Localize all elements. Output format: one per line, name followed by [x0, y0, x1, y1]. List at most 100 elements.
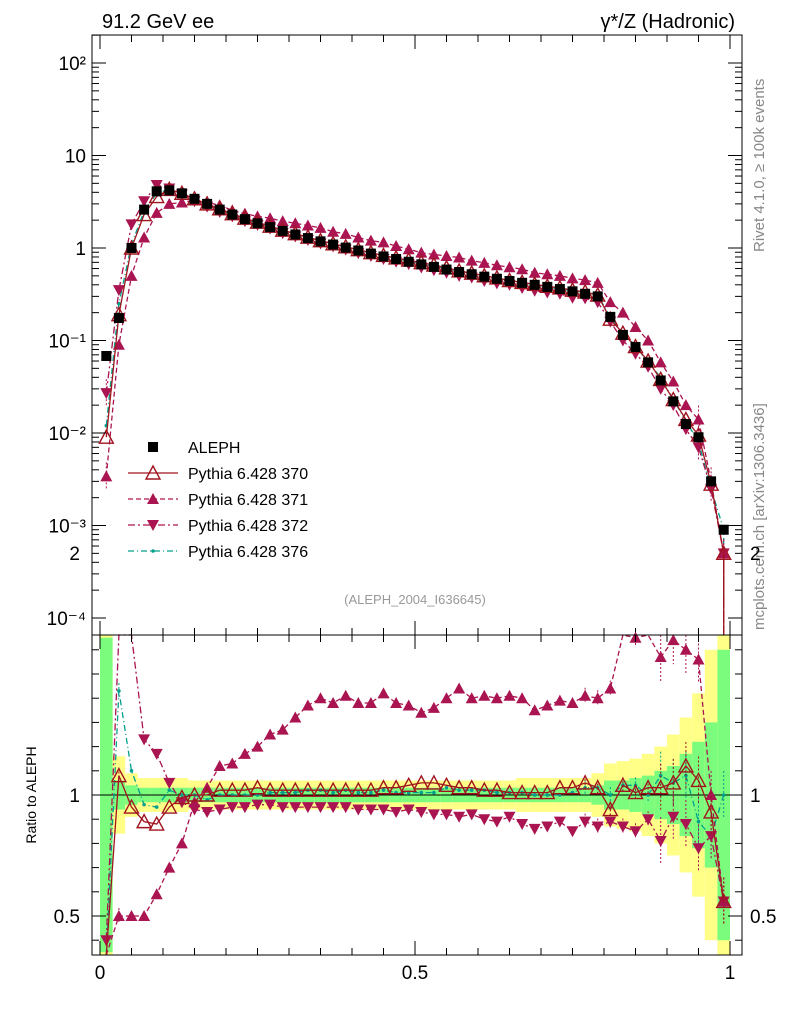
ratio-y-tick-label: 2 — [69, 544, 80, 565]
main-point — [654, 356, 667, 368]
ratio-point — [658, 773, 663, 778]
ratio-point — [440, 692, 453, 704]
ratio-point — [490, 816, 503, 828]
main-point — [100, 470, 113, 482]
main-plot-panel: 10⁻⁴ 10⁻³ 10⁻² 10⁻¹ 1 10 10² (ALEPH_2004_I6366… — [47, 34, 743, 636]
main-point — [189, 193, 200, 204]
ratio-y-tick-label-right: 2 — [750, 544, 761, 565]
ratio-point — [639, 779, 657, 795]
main-point — [642, 334, 655, 346]
main-point — [643, 357, 654, 368]
main-point — [150, 206, 163, 218]
main-point — [126, 243, 137, 253]
main-point — [553, 269, 566, 281]
main-y-tick-label: 10⁻² — [49, 424, 87, 445]
main-point — [301, 219, 314, 231]
ratio-point — [541, 699, 554, 711]
ratio-line — [105, 634, 725, 956]
main-line — [105, 188, 725, 635]
main-point — [101, 350, 112, 361]
ratio-point — [608, 793, 613, 797]
main-point — [706, 476, 717, 487]
main-point — [315, 236, 326, 247]
ratio-point — [677, 757, 695, 773]
main-point — [265, 222, 276, 233]
main-point — [630, 342, 641, 353]
ratio-point — [352, 697, 365, 709]
main-point — [327, 225, 340, 237]
x-axis: 0 0.5 1 — [95, 635, 735, 984]
ratio-series-pythia-6-428-371 — [105, 631, 730, 956]
ratio-point — [427, 809, 440, 821]
ratio-point — [463, 779, 480, 795]
main-y-tick-label: 10⁻¹ — [49, 332, 87, 353]
main-point — [567, 286, 578, 297]
main-point — [239, 214, 250, 225]
ratio-point — [314, 802, 327, 814]
ratio-point — [438, 776, 455, 793]
main-point — [693, 432, 704, 443]
legend-label: Pythia 6.428 376 — [188, 544, 308, 561]
ratio-point — [453, 811, 466, 823]
main-point — [466, 269, 477, 280]
ratio-point — [211, 781, 228, 797]
ratio-point — [532, 793, 537, 797]
main-point — [302, 233, 313, 244]
ratio-point — [692, 653, 705, 665]
ratio-point — [390, 697, 403, 709]
main-point — [440, 249, 453, 261]
header-left-title: 91.2 GeV ee — [102, 11, 214, 33]
ratio-point — [413, 774, 430, 790]
ratio-point — [138, 910, 151, 921]
ratio-point — [299, 781, 317, 797]
ratio-y-tick-label-right: 0.5 — [750, 907, 776, 928]
ratio-point — [251, 799, 264, 811]
ratio-point — [289, 711, 302, 723]
ratio-point — [679, 643, 692, 655]
ratio-point — [362, 781, 380, 797]
main-y-tick-label: 10² — [59, 54, 86, 75]
ratio-point — [226, 802, 239, 814]
main-point — [718, 524, 729, 535]
ratio-point — [690, 772, 707, 788]
ratio-point — [457, 788, 461, 792]
ratio-point — [652, 779, 669, 795]
ratio-point — [402, 699, 415, 711]
ratio-point — [129, 769, 134, 773]
ratio-point — [117, 689, 121, 693]
ratio-point — [490, 692, 503, 704]
ratio-point — [642, 814, 655, 826]
ratio-point — [213, 759, 226, 771]
main-y-tick-label: 10⁻³ — [49, 517, 87, 538]
main-point — [264, 212, 277, 224]
ratio-point — [163, 861, 176, 873]
ratio-point — [478, 814, 491, 826]
ratio-point — [110, 767, 128, 783]
ratio-point — [287, 781, 304, 797]
ratio-point — [402, 804, 415, 816]
main-point — [290, 229, 301, 240]
ratio-point — [154, 805, 159, 809]
main-point — [416, 259, 427, 270]
ratio-point — [665, 774, 682, 790]
rivet-label: Rivet 4.1.0, ≥ 100k events — [751, 79, 768, 252]
ratio-point — [312, 781, 329, 797]
ratio-point — [616, 821, 629, 833]
ratio-point — [432, 790, 436, 795]
ratio-point — [721, 793, 726, 797]
ratio-point — [125, 910, 138, 921]
main-line — [105, 184, 725, 635]
main-point — [542, 281, 553, 292]
main-point — [616, 306, 629, 318]
ratio-point — [364, 804, 377, 816]
ratio-point — [148, 815, 165, 831]
main-point — [139, 204, 150, 215]
main-point — [617, 329, 628, 340]
ratio-line — [105, 764, 725, 956]
ratio-point — [453, 682, 466, 694]
main-point — [592, 291, 603, 302]
ratio-point — [238, 802, 251, 814]
main-point — [364, 234, 377, 246]
ratio-point — [188, 804, 201, 816]
main-point — [715, 544, 732, 561]
